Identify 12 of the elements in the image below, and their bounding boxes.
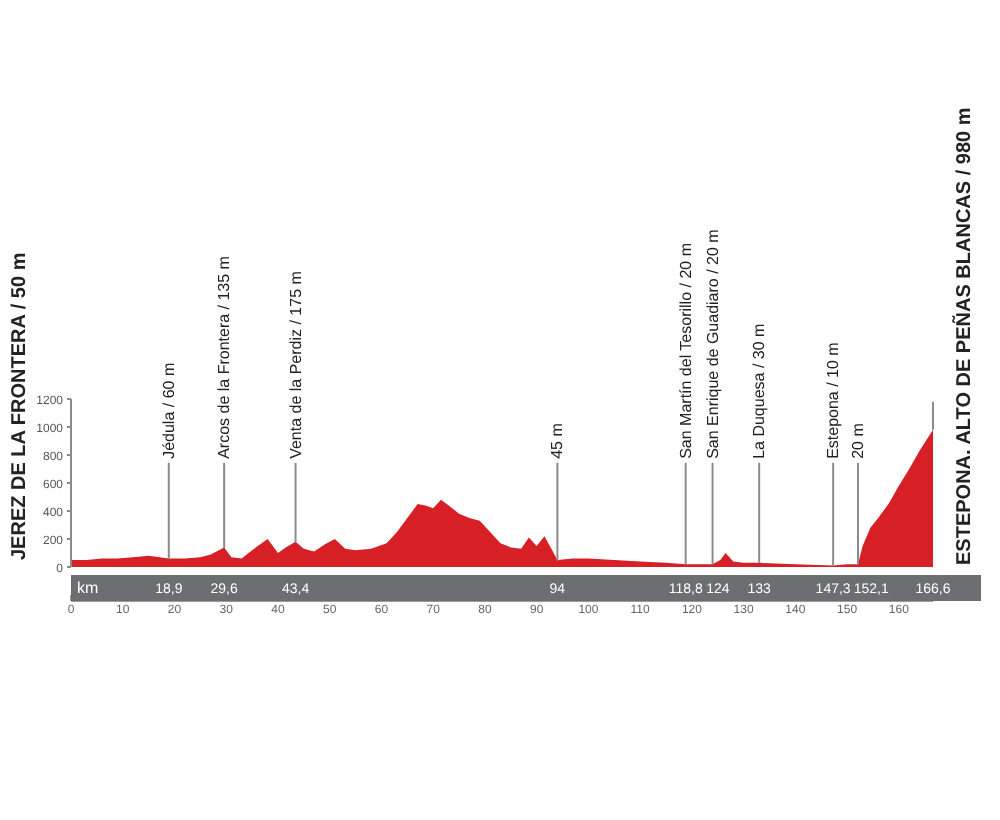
annotation: JEREZ DE LA FRONTERA / 50 m: [9, 252, 31, 560]
annotation: Venta de la Perdiz / 175 m: [286, 270, 305, 459]
x2-axis-title: km: [77, 579, 99, 597]
annotation: Arcos de la Frontera / 135 m: [215, 255, 234, 459]
annotation: ESTEPONA. ALTO DE PEÑAS BLANCAS / 980 m: [952, 107, 976, 565]
annotation: San Martín del Tesorillo / 20 m: [676, 242, 695, 459]
annotation: 45 m: [548, 422, 567, 459]
annotation: Estepona / 10 m: [824, 341, 843, 459]
annotation: La Duquesa / 30 m: [750, 322, 769, 459]
annotation: San Enrique de Guadiaro / 20 m: [703, 228, 722, 459]
annotation: Jédula / 60 m: [159, 362, 178, 459]
annotation: 20 m: [848, 422, 867, 459]
